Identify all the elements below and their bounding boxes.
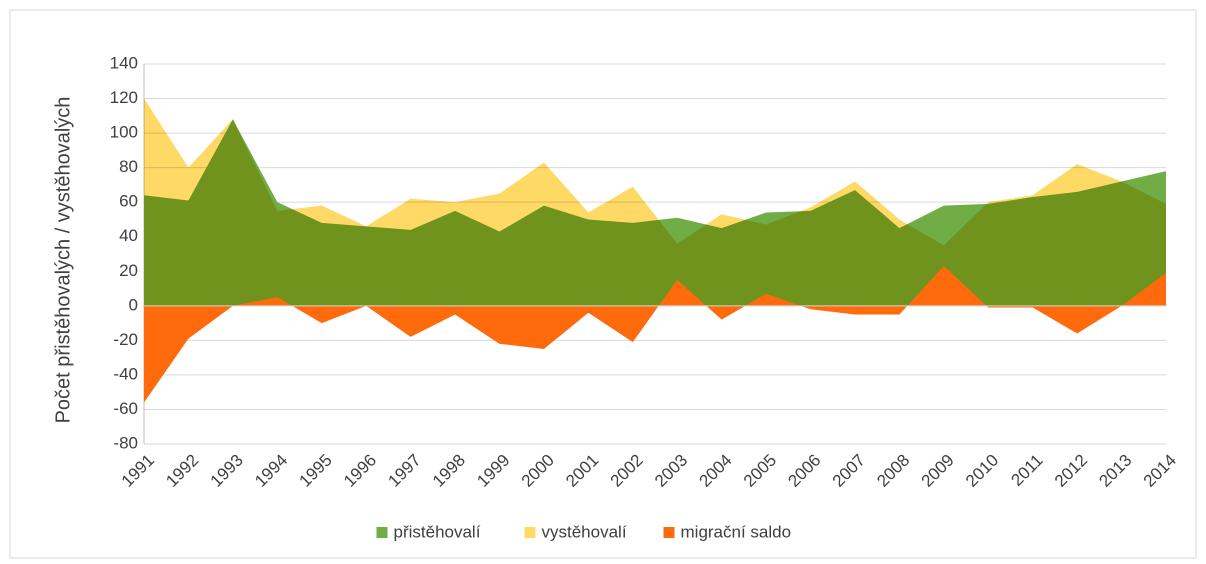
y-tick-label: 120 xyxy=(110,88,138,107)
y-tick-label: 0 xyxy=(129,295,138,314)
y-tick-label: -40 xyxy=(113,364,138,383)
legend-label: přistěhovalí xyxy=(394,522,481,541)
area xyxy=(144,98,1166,306)
legend-label: migrační saldo xyxy=(681,522,792,541)
y-tick-label: -20 xyxy=(113,330,138,349)
y-tick-label: 100 xyxy=(110,123,138,142)
y-axis-label: Počet přistěhovalých / vystěhovalých xyxy=(52,97,74,424)
legend-label: vystěhovalí xyxy=(542,522,627,541)
y-tick-label: 60 xyxy=(119,192,138,211)
y-tick-label: 80 xyxy=(119,157,138,176)
y-tick-label: -60 xyxy=(113,399,138,418)
legend-swatch xyxy=(524,527,536,538)
y-tick-label: -80 xyxy=(113,433,138,452)
legend-swatch xyxy=(376,527,388,538)
y-tick-label: 20 xyxy=(119,261,138,280)
legend-swatch xyxy=(663,527,675,538)
y-tick-label: 40 xyxy=(119,226,138,245)
y-tick-label: 140 xyxy=(110,53,138,72)
